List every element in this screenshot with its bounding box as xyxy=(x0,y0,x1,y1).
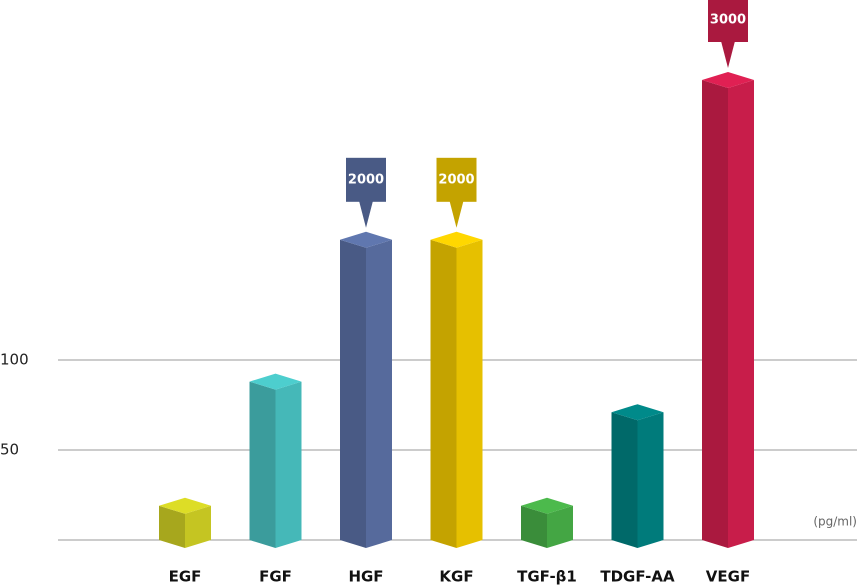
value-label: 3000 xyxy=(710,13,746,28)
bar-right-face xyxy=(366,239,392,548)
bar-right-face xyxy=(547,505,573,548)
bar-right-face xyxy=(275,381,302,548)
bar-top-face xyxy=(340,231,392,248)
bar-left-face xyxy=(521,505,547,548)
bar-top-face xyxy=(249,373,302,390)
value-label-box xyxy=(708,0,748,42)
bar xyxy=(249,373,302,548)
bar-right-face xyxy=(728,80,754,548)
value-label: 2000 xyxy=(348,172,384,187)
value-label: 2000 xyxy=(438,172,474,187)
bar-left-face xyxy=(611,412,638,548)
value-label-box xyxy=(436,157,477,202)
value-label-box xyxy=(346,157,386,202)
y-tick-label: 100 xyxy=(0,351,29,369)
bar-top-face xyxy=(702,72,754,88)
y-tick-label: 50 xyxy=(0,441,19,459)
x-tick-label: TGF-β1 xyxy=(517,568,577,586)
bar-top-face xyxy=(430,231,483,248)
x-tick-label: KGF xyxy=(439,568,473,586)
x-tick-label: VEGF xyxy=(706,568,750,586)
bar-left-face xyxy=(249,381,276,548)
value-label-pointer xyxy=(359,200,373,228)
bar-left-face xyxy=(702,80,728,548)
unit-label: (pg/ml) xyxy=(813,515,857,529)
bar-top-face xyxy=(521,497,573,514)
bar xyxy=(159,497,211,548)
bar xyxy=(521,497,573,548)
bar-left-face xyxy=(340,239,366,548)
bar-right-face xyxy=(185,505,211,548)
bar xyxy=(340,231,392,548)
bar-top-face xyxy=(159,497,211,514)
value-label-pointer xyxy=(721,41,735,68)
bar-left-face xyxy=(430,239,457,548)
value-label-pointer xyxy=(449,200,464,228)
x-tick-label: TDGF-AA xyxy=(600,568,675,586)
bar-right-face xyxy=(456,239,483,548)
bar xyxy=(611,404,664,548)
x-tick-label: FGF xyxy=(259,568,292,586)
x-tick-label: EGF xyxy=(169,568,202,586)
x-tick-label: HGF xyxy=(348,568,383,586)
bar-top-face xyxy=(611,404,664,421)
bar-right-face xyxy=(637,412,664,548)
bar xyxy=(702,72,754,548)
bar xyxy=(430,231,483,548)
bar-left-face xyxy=(159,505,185,548)
